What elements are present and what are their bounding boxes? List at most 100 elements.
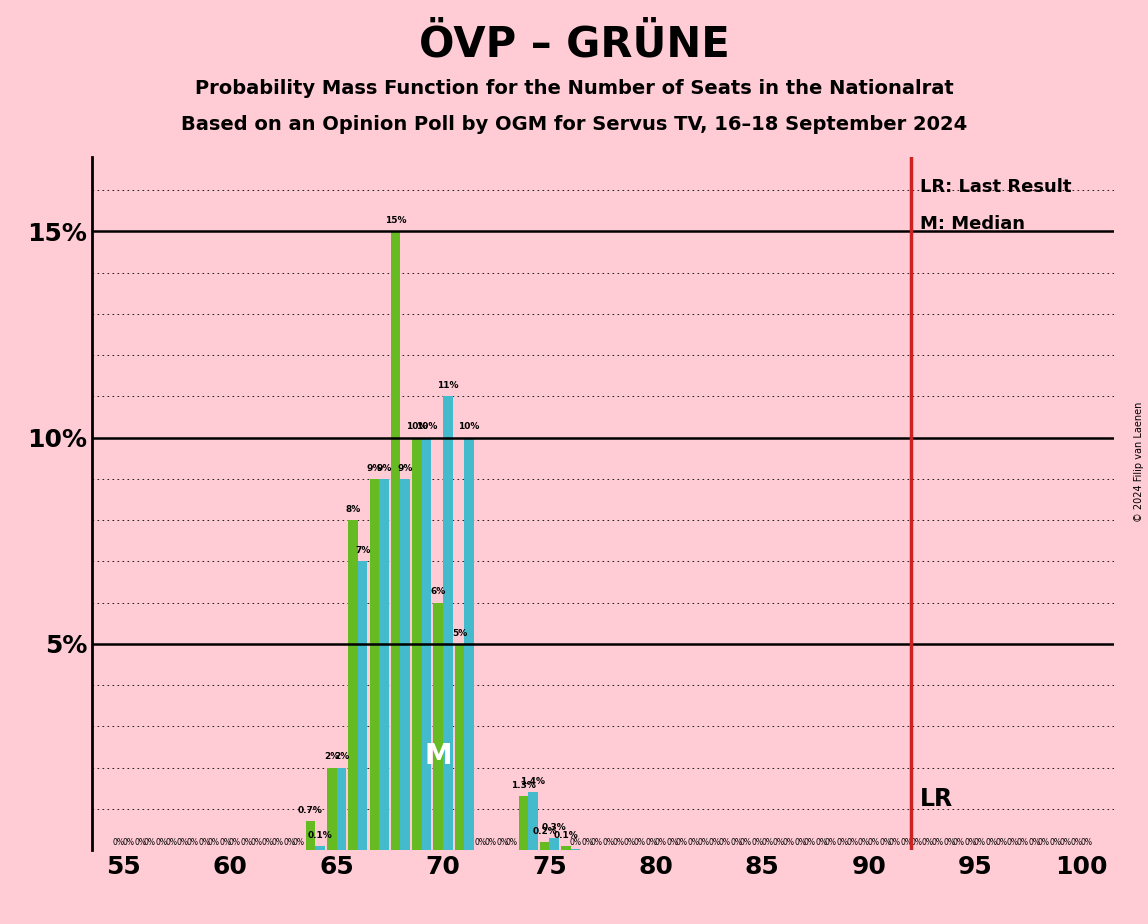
Text: 0%: 0% bbox=[879, 838, 891, 846]
Text: 0%: 0% bbox=[569, 838, 582, 846]
Text: 0%: 0% bbox=[1060, 838, 1071, 846]
Text: M: M bbox=[425, 742, 452, 770]
Text: 0%: 0% bbox=[1017, 838, 1029, 846]
Text: 0%: 0% bbox=[155, 838, 168, 846]
Text: 0%: 0% bbox=[1049, 838, 1062, 846]
Text: 9%: 9% bbox=[377, 464, 391, 473]
Text: 0%: 0% bbox=[177, 838, 188, 846]
Bar bbox=[550, 838, 559, 850]
Text: 0.3%: 0.3% bbox=[542, 822, 567, 832]
Text: 0%: 0% bbox=[1080, 838, 1093, 846]
Bar bbox=[421, 438, 432, 850]
Bar bbox=[434, 602, 443, 850]
Text: M: Median: M: Median bbox=[920, 215, 1025, 233]
Text: 0.1%: 0.1% bbox=[308, 831, 333, 840]
Text: 0%: 0% bbox=[293, 838, 305, 846]
Text: 0%: 0% bbox=[709, 838, 721, 846]
Bar bbox=[561, 846, 571, 850]
Text: LR: LR bbox=[920, 786, 953, 810]
Text: 0%: 0% bbox=[612, 838, 625, 846]
Text: Probability Mass Function for the Number of Seats in the Nationalrat: Probability Mass Function for the Number… bbox=[195, 79, 953, 98]
Text: 0%: 0% bbox=[199, 838, 210, 846]
Text: 0%: 0% bbox=[889, 838, 901, 846]
Text: 0%: 0% bbox=[773, 838, 785, 846]
Bar bbox=[305, 821, 316, 850]
Text: 6%: 6% bbox=[430, 588, 445, 596]
Bar bbox=[327, 768, 336, 850]
Bar bbox=[540, 842, 550, 850]
Text: 0%: 0% bbox=[165, 838, 177, 846]
Text: 0%: 0% bbox=[228, 838, 241, 846]
Text: 0%: 0% bbox=[815, 838, 828, 846]
Bar bbox=[391, 231, 401, 850]
Text: 1.4%: 1.4% bbox=[520, 777, 545, 786]
Text: 0%: 0% bbox=[676, 838, 688, 846]
Text: 0%: 0% bbox=[688, 838, 699, 846]
Text: 5%: 5% bbox=[452, 628, 467, 638]
Text: 0%: 0% bbox=[645, 838, 657, 846]
Text: 0%: 0% bbox=[974, 838, 986, 846]
Text: 0%: 0% bbox=[496, 838, 509, 846]
Text: 0%: 0% bbox=[208, 838, 219, 846]
Bar bbox=[455, 644, 464, 850]
Text: 0%: 0% bbox=[1007, 838, 1019, 846]
Text: 0%: 0% bbox=[837, 838, 848, 846]
Text: 0%: 0% bbox=[603, 838, 614, 846]
Bar bbox=[401, 479, 410, 850]
Text: 0%: 0% bbox=[123, 838, 134, 846]
Bar bbox=[379, 479, 389, 850]
Text: 9%: 9% bbox=[397, 464, 413, 473]
Text: 11%: 11% bbox=[437, 381, 458, 390]
Text: 0%: 0% bbox=[241, 838, 253, 846]
Text: 7%: 7% bbox=[355, 546, 371, 555]
Text: 0%: 0% bbox=[858, 838, 870, 846]
Text: 0%: 0% bbox=[506, 838, 518, 846]
Text: 0.1%: 0.1% bbox=[553, 831, 579, 840]
Bar bbox=[348, 520, 358, 850]
Text: 0%: 0% bbox=[944, 838, 955, 846]
Text: 9%: 9% bbox=[366, 464, 382, 473]
Text: 0%: 0% bbox=[475, 838, 487, 846]
Text: 0%: 0% bbox=[219, 838, 232, 846]
Bar bbox=[370, 479, 379, 850]
Text: 0%: 0% bbox=[846, 838, 859, 846]
Text: 0%: 0% bbox=[794, 838, 806, 846]
Text: 2%: 2% bbox=[324, 752, 340, 761]
Text: 0%: 0% bbox=[144, 838, 156, 846]
Text: 0%: 0% bbox=[995, 838, 1007, 846]
Text: 0%: 0% bbox=[1038, 838, 1050, 846]
Text: 0%: 0% bbox=[634, 838, 645, 846]
Text: 0%: 0% bbox=[868, 838, 879, 846]
Text: 0%: 0% bbox=[250, 838, 262, 846]
Text: ÖVP – GRÜNE: ÖVP – GRÜNE bbox=[419, 23, 729, 65]
Text: 0%: 0% bbox=[1071, 838, 1083, 846]
Text: 8%: 8% bbox=[346, 505, 360, 514]
Text: 0%: 0% bbox=[953, 838, 964, 846]
Bar bbox=[336, 768, 347, 850]
Text: 0%: 0% bbox=[804, 838, 816, 846]
Bar bbox=[316, 846, 325, 850]
Text: 0.2%: 0.2% bbox=[533, 827, 557, 835]
Text: 0%: 0% bbox=[752, 838, 763, 846]
Text: 0%: 0% bbox=[484, 838, 496, 846]
Text: 1.3%: 1.3% bbox=[511, 782, 536, 790]
Text: 0%: 0% bbox=[623, 838, 636, 846]
Text: 0%: 0% bbox=[697, 838, 709, 846]
Text: 0%: 0% bbox=[825, 838, 837, 846]
Text: 0%: 0% bbox=[931, 838, 944, 846]
Text: 0%: 0% bbox=[900, 838, 913, 846]
Text: 0%: 0% bbox=[730, 838, 743, 846]
Text: 0%: 0% bbox=[739, 838, 752, 846]
Text: 10%: 10% bbox=[458, 422, 480, 432]
Bar bbox=[571, 849, 581, 850]
Text: 0%: 0% bbox=[272, 838, 284, 846]
Text: © 2024 Filip van Laenen: © 2024 Filip van Laenen bbox=[1134, 402, 1143, 522]
Bar bbox=[412, 438, 421, 850]
Text: 0.7%: 0.7% bbox=[298, 806, 323, 815]
Text: 0%: 0% bbox=[591, 838, 603, 846]
Text: 0%: 0% bbox=[284, 838, 295, 846]
Text: 0%: 0% bbox=[134, 838, 146, 846]
Text: 10%: 10% bbox=[416, 422, 437, 432]
Text: 10%: 10% bbox=[406, 422, 428, 432]
Text: 0%: 0% bbox=[581, 838, 594, 846]
